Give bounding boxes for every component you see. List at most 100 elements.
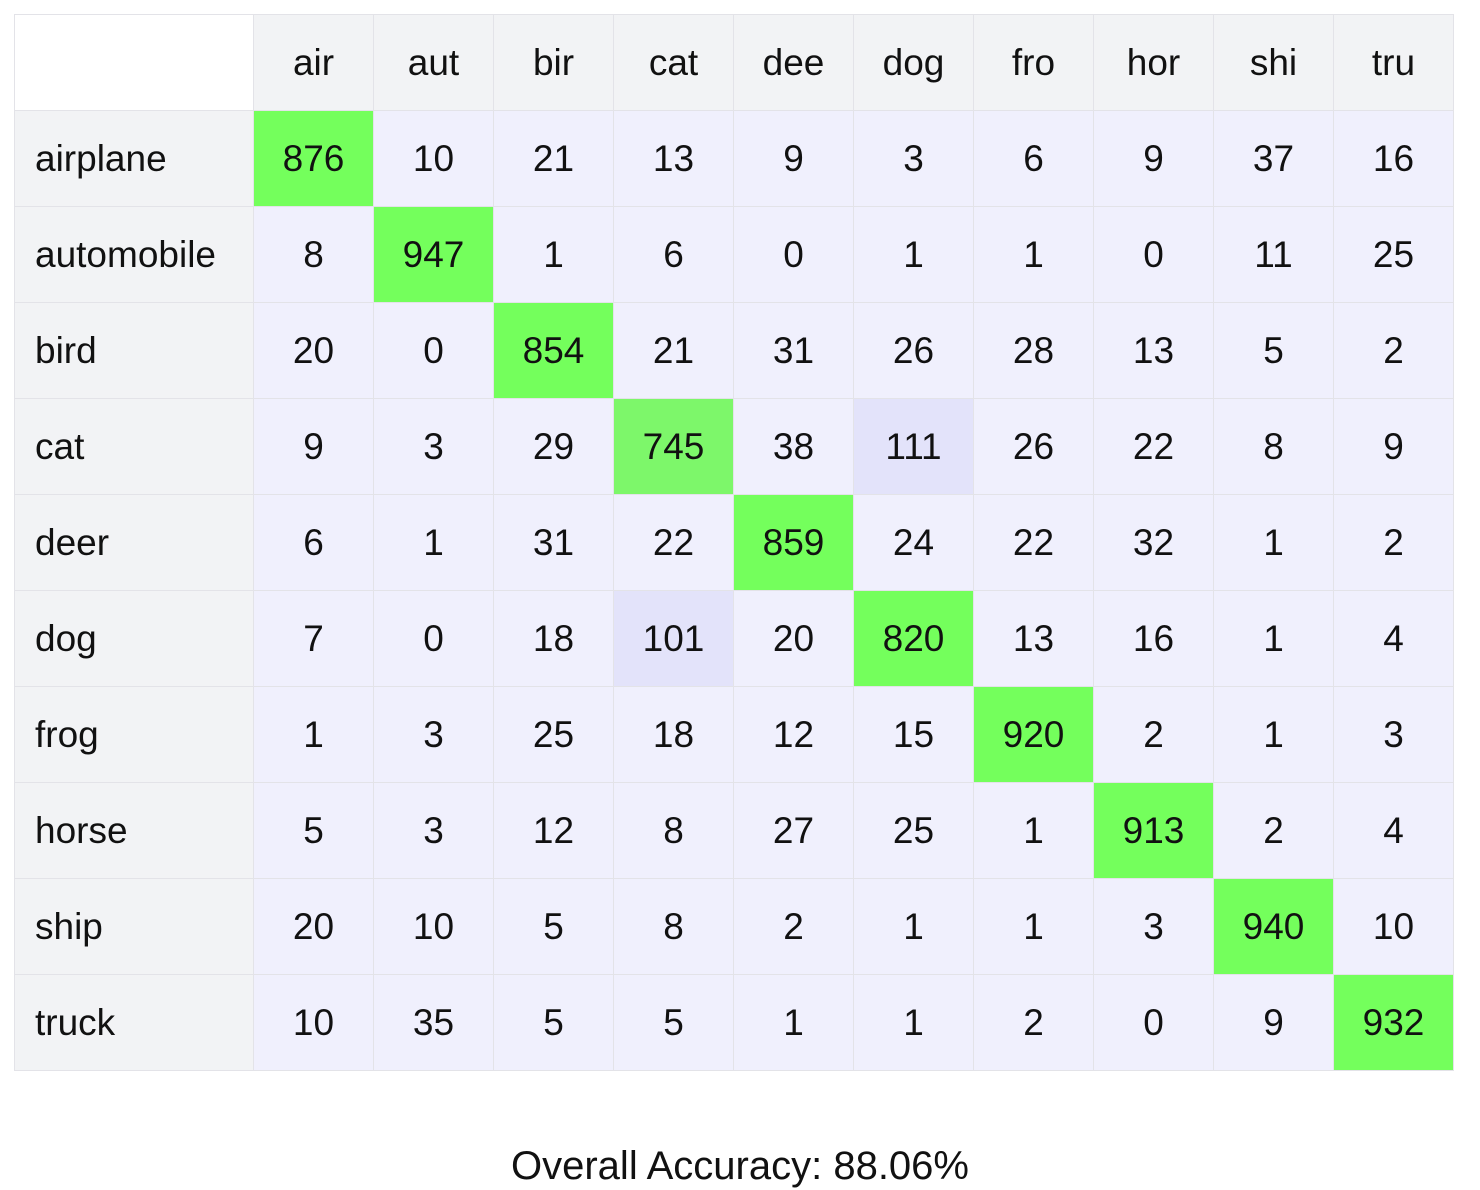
column-header-3: cat [613, 14, 734, 111]
matrix-cell: 11 [1213, 206, 1334, 303]
row-header-horse: horse [14, 782, 254, 879]
matrix-cell: 1 [493, 206, 614, 303]
column-header-7: hor [1093, 14, 1214, 111]
matrix-row: bird 20 0 854 21 31 26 28 13 5 2 [14, 302, 1454, 399]
matrix-cell: 10 [253, 974, 374, 1071]
row-header-airplane: airplane [14, 110, 254, 207]
matrix-cell: 3 [373, 398, 494, 495]
matrix-cell: 25 [1333, 206, 1454, 303]
matrix-cell: 28 [973, 302, 1094, 399]
matrix-cell: 3 [1333, 686, 1454, 783]
matrix-cell: 1 [973, 782, 1094, 879]
matrix-cell: 22 [1093, 398, 1214, 495]
diagonal-cell: 876 [253, 110, 374, 207]
matrix-cell: 25 [853, 782, 974, 879]
matrix-cell: 5 [253, 782, 374, 879]
matrix-cell: 101 [613, 590, 734, 687]
matrix-cell: 3 [853, 110, 974, 207]
matrix-cell: 4 [1333, 590, 1454, 687]
row-header-cat: cat [14, 398, 254, 495]
matrix-cell: 2 [973, 974, 1094, 1071]
diagonal-cell: 932 [1333, 974, 1454, 1071]
diagonal-cell: 859 [733, 494, 854, 591]
row-header-bird: bird [14, 302, 254, 399]
matrix-cell: 1 [853, 974, 974, 1071]
matrix-cell: 12 [733, 686, 854, 783]
matrix-cell: 16 [1333, 110, 1454, 207]
matrix-cell: 2 [1333, 302, 1454, 399]
overall-accuracy: Overall Accuracy: 88.06% [511, 1144, 969, 1188]
matrix-cell: 1 [973, 878, 1094, 975]
matrix-cell: 9 [1093, 110, 1214, 207]
matrix-cell: 9 [253, 398, 374, 495]
row-header-frog: frog [14, 686, 254, 783]
matrix-cell: 2 [1213, 782, 1334, 879]
matrix-cell: 1 [853, 878, 974, 975]
matrix-cell: 8 [613, 878, 734, 975]
matrix-cell: 4 [1333, 782, 1454, 879]
matrix-row: dog 7 0 18 101 20 820 13 16 1 4 [14, 590, 1454, 687]
matrix-cell: 0 [373, 590, 494, 687]
row-header-ship: ship [14, 878, 254, 975]
matrix-cell: 1 [733, 974, 854, 1071]
column-header-2: bir [493, 14, 614, 111]
matrix-cell: 0 [1093, 206, 1214, 303]
matrix-cell: 35 [373, 974, 494, 1071]
matrix-cell: 37 [1213, 110, 1334, 207]
matrix-row: cat 9 3 29 745 38 111 26 22 8 9 [14, 398, 1454, 495]
matrix-row: ship 20 10 5 8 2 1 1 3 940 10 [14, 878, 1454, 975]
matrix-cell: 26 [853, 302, 974, 399]
matrix-cell: 8 [613, 782, 734, 879]
column-header-8: shi [1213, 14, 1334, 111]
matrix-cell: 15 [853, 686, 974, 783]
matrix-cell: 1 [1213, 494, 1334, 591]
matrix-cell: 0 [373, 302, 494, 399]
matrix-cell: 9 [1333, 398, 1454, 495]
matrix-cell: 2 [733, 878, 854, 975]
diagonal-cell: 745 [613, 398, 734, 495]
diagonal-cell: 820 [853, 590, 974, 687]
row-header-deer: deer [14, 494, 254, 591]
confusion-matrix: air aut bir cat dee dog fro hor shi tru airplane 8… [14, 14, 1454, 1071]
matrix-row: truck 10 35 5 5 1 1 2 0 9 932 [14, 974, 1454, 1071]
matrix-cell: 18 [613, 686, 734, 783]
matrix-cell: 22 [613, 494, 734, 591]
matrix-cell: 16 [1093, 590, 1214, 687]
matrix-row: horse 5 3 12 8 27 25 1 913 2 4 [14, 782, 1454, 879]
matrix-cell: 6 [253, 494, 374, 591]
matrix-row: deer 6 1 31 22 859 24 22 32 1 2 [14, 494, 1454, 591]
column-header-9: tru [1333, 14, 1454, 111]
matrix-cell: 3 [373, 686, 494, 783]
matrix-cell: 5 [1213, 302, 1334, 399]
matrix-cell: 9 [733, 110, 854, 207]
matrix-cell: 13 [1093, 302, 1214, 399]
matrix-cell: 2 [1333, 494, 1454, 591]
matrix-cell: 1 [853, 206, 974, 303]
matrix-cell: 13 [973, 590, 1094, 687]
matrix-cell: 29 [493, 398, 614, 495]
corner-cell [14, 14, 254, 111]
matrix-cell: 20 [733, 590, 854, 687]
matrix-cell: 6 [613, 206, 734, 303]
diagonal-cell: 913 [1093, 782, 1214, 879]
row-header-automobile: automobile [14, 206, 254, 303]
matrix-cell: 13 [613, 110, 734, 207]
matrix-cell: 7 [253, 590, 374, 687]
column-header-6: fro [973, 14, 1094, 111]
matrix-cell: 20 [253, 878, 374, 975]
matrix-cell: 8 [253, 206, 374, 303]
matrix-row: airplane 876 10 21 13 9 3 6 9 37 16 [14, 110, 1454, 207]
matrix-cell: 31 [733, 302, 854, 399]
matrix-cell: 5 [493, 878, 614, 975]
matrix-cell: 6 [973, 110, 1094, 207]
matrix-cell: 0 [1093, 974, 1214, 1071]
matrix-cell: 1 [253, 686, 374, 783]
matrix-cell: 10 [373, 878, 494, 975]
matrix-cell: 1 [373, 494, 494, 591]
matrix-cell: 26 [973, 398, 1094, 495]
matrix-cell: 12 [493, 782, 614, 879]
matrix-row: frog 1 3 25 18 12 15 920 2 1 3 [14, 686, 1454, 783]
matrix-body: airplane 876 10 21 13 9 3 6 9 37 16 automobile 8 947 1… [14, 110, 1454, 1071]
column-header-4: dee [733, 14, 854, 111]
matrix-cell: 10 [1333, 878, 1454, 975]
